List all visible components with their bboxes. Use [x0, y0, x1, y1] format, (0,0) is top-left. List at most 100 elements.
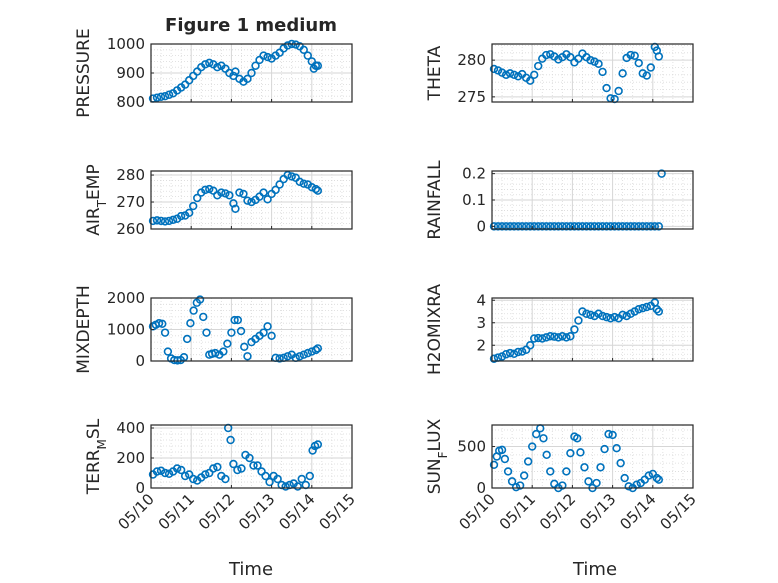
- axes-frame: [150, 424, 353, 489]
- data-point: [546, 332, 555, 341]
- data-point: [542, 333, 551, 342]
- data-point: [173, 356, 182, 365]
- data-point: [152, 93, 162, 102]
- data-point: [614, 222, 623, 231]
- data-point: [626, 222, 635, 231]
- data-point: [532, 429, 541, 439]
- y-tick-label: 800: [116, 93, 145, 111]
- data-point: [160, 217, 170, 226]
- data-point: [163, 347, 173, 356]
- data-point: [261, 471, 270, 481]
- data-point: [263, 322, 272, 331]
- data-point: [189, 201, 198, 211]
- data-point: [176, 465, 186, 475]
- data-point: [303, 51, 312, 60]
- y-tick-label: 275: [457, 88, 486, 106]
- axes-frame: [150, 170, 353, 230]
- data-point: [513, 347, 523, 357]
- data-point: [201, 185, 210, 195]
- data-point: [558, 332, 567, 341]
- data-point: [489, 460, 499, 469]
- data-point: [525, 222, 535, 231]
- data-point: [580, 463, 589, 472]
- y-tick-label: 0.1: [462, 191, 486, 209]
- data-point: [602, 83, 611, 93]
- data-point: [566, 222, 575, 231]
- data-point: [189, 474, 198, 484]
- data-point: [550, 222, 559, 231]
- data-point: [511, 482, 521, 492]
- data-point: [534, 61, 543, 71]
- data-point: [240, 342, 249, 352]
- data-point: [573, 434, 582, 443]
- data-point: [566, 448, 575, 458]
- data-point: [293, 482, 302, 491]
- data-point: [566, 332, 575, 341]
- data-point: [226, 435, 235, 445]
- data-point: [221, 189, 230, 198]
- data-point: [281, 482, 290, 491]
- data-point: [620, 473, 629, 483]
- data-point: [550, 332, 559, 341]
- data-point: [505, 222, 515, 231]
- data-point: [164, 216, 174, 226]
- data-point: [558, 222, 567, 231]
- y-tick-label: 4: [476, 291, 486, 309]
- data-point: [614, 86, 623, 96]
- data-point: [168, 215, 178, 225]
- data-point: [525, 76, 535, 85]
- data-point: [184, 208, 194, 218]
- data-point: [205, 184, 214, 194]
- data-point: [267, 331, 276, 340]
- data-points: [489, 169, 666, 231]
- data-point: [251, 61, 260, 70]
- data-point: [489, 354, 499, 363]
- data-points: [148, 39, 323, 103]
- y-tick-label: 260: [116, 220, 145, 238]
- data-point: [209, 464, 218, 473]
- data-point: [570, 222, 579, 231]
- data-point: [586, 310, 595, 320]
- data-point: [243, 74, 252, 84]
- data-point: [235, 188, 244, 197]
- data-point: [307, 182, 316, 192]
- data-point: [515, 481, 525, 490]
- data-point: [624, 482, 633, 491]
- data-point: [574, 316, 583, 325]
- data-point: [610, 222, 619, 231]
- data-point: [612, 444, 621, 453]
- data-point: [507, 477, 517, 486]
- data-point: [618, 69, 627, 78]
- data-point: [505, 348, 515, 358]
- data-point: [534, 222, 543, 231]
- data-point: [644, 471, 653, 480]
- data-point: [608, 430, 617, 440]
- data-point: [182, 334, 192, 344]
- data-point: [654, 222, 664, 231]
- axes-frame: [491, 297, 694, 362]
- data-point: [164, 90, 174, 99]
- data-point: [193, 193, 202, 203]
- y-axis-label: AIRTEMP: [84, 164, 109, 235]
- data-point: [554, 222, 563, 231]
- data-point: [156, 216, 166, 226]
- data-point: [243, 196, 252, 205]
- data-point: [237, 464, 246, 473]
- data-point: [634, 58, 643, 68]
- data-point: [283, 352, 292, 361]
- y-tick-label: 0: [476, 217, 486, 235]
- data-point: [217, 188, 226, 197]
- data-point: [233, 315, 243, 325]
- subplot-sun-flux: 0500SUNFLUX05/1005/1105/1205/1305/1405/1…: [425, 418, 700, 533]
- data-point: [152, 467, 162, 476]
- data-point: [299, 45, 308, 54]
- y-axis-label: PRESSURE: [74, 28, 94, 117]
- axes-frame: [491, 43, 694, 103]
- data-point: [570, 325, 579, 334]
- data-point: [576, 448, 585, 457]
- data-point: [539, 434, 548, 443]
- x-axis-label-left: Time: [228, 559, 273, 580]
- y-tick-label: 270: [116, 193, 145, 211]
- y-tick-label: 400: [116, 419, 145, 437]
- data-point: [530, 334, 539, 343]
